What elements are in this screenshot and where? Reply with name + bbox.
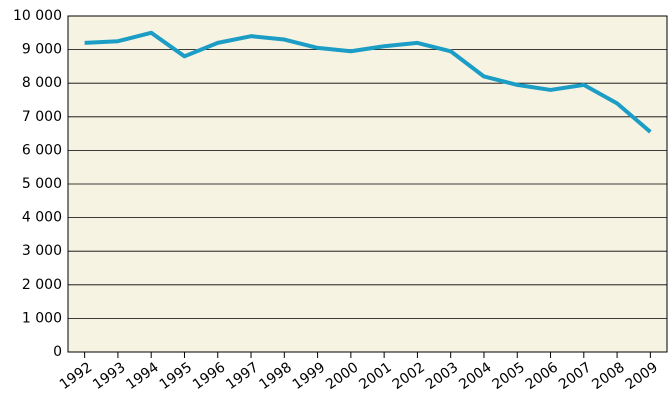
x-tick-label: 1993 [90, 359, 128, 393]
x-tick-label: 2006 [523, 359, 561, 393]
x-tick-label: 1995 [157, 359, 195, 393]
x-tick-label: 2003 [423, 359, 461, 393]
y-tick-label: 9 000 [22, 42, 62, 58]
line-series [84, 30, 652, 134]
x-tick-label: 2005 [489, 359, 527, 393]
y-tick-label: 2 000 [22, 277, 62, 293]
y-tick-label: 8 000 [22, 75, 62, 91]
x-tick-label: 2004 [456, 359, 494, 393]
y-tick-label: 10 000 [13, 8, 62, 24]
y-tick-label: 3 000 [22, 243, 62, 259]
x-tick-label: 2002 [390, 359, 428, 393]
x-tick-label: 1997 [223, 359, 261, 393]
y-tick-label: 6 000 [22, 142, 62, 158]
y-tick-label: 1 000 [22, 310, 62, 326]
x-tick-label: 2000 [323, 359, 361, 393]
x-tick-label: 1999 [290, 359, 328, 393]
x-tick-label: 2007 [556, 359, 594, 393]
x-tick-label: 1992 [57, 359, 95, 393]
y-tick-label: 0 [53, 344, 62, 360]
x-tick-label: 2008 [589, 359, 627, 393]
x-tick-label: 1998 [257, 359, 295, 393]
y-tick-label: 4 000 [22, 210, 62, 226]
x-tick-label: 2001 [356, 359, 394, 393]
x-tick-label: 2009 [623, 359, 661, 393]
y-tick-label: 5 000 [22, 176, 62, 192]
x-tick-label: 1996 [190, 359, 228, 393]
y-tick-label: 7 000 [22, 109, 62, 125]
x-tick-label: 1994 [123, 359, 161, 393]
